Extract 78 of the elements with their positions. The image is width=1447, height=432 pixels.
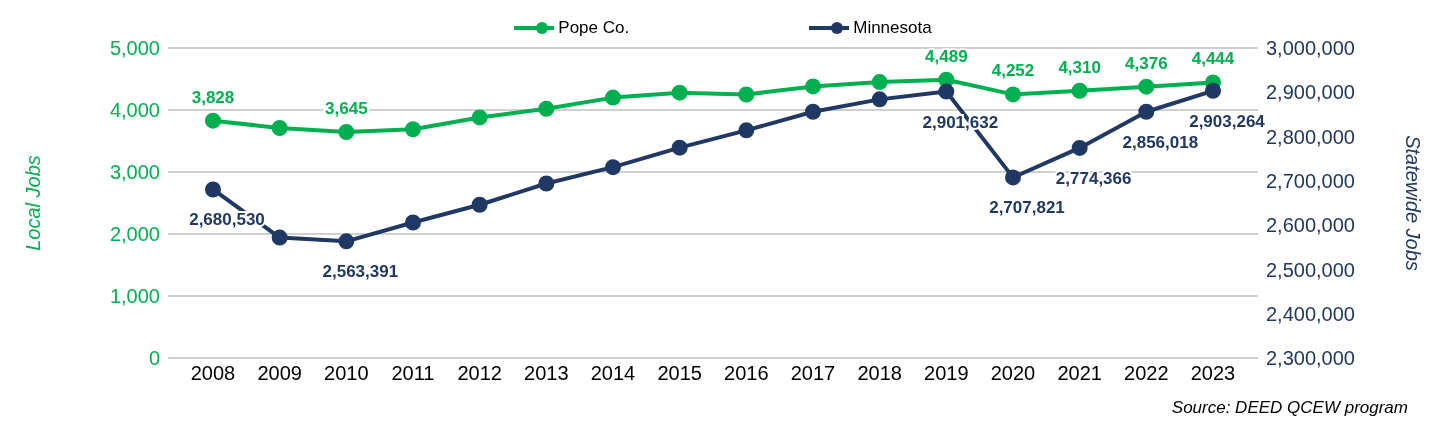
point <box>338 124 355 141</box>
x-tick-label: 2013 <box>524 362 569 385</box>
point <box>1205 82 1221 99</box>
point <box>871 74 888 91</box>
point <box>271 229 288 246</box>
x-tick-label: 2016 <box>724 362 769 385</box>
y2-axis-title: Statewide Jobs <box>1401 135 1424 271</box>
legend-label: Minnesota <box>852 18 932 38</box>
point <box>805 78 821 95</box>
data-label: 4,310 <box>1058 57 1101 77</box>
point <box>938 83 955 100</box>
point <box>738 122 755 139</box>
x-tick-label: 2008 <box>190 362 236 385</box>
x-tick-label: 2019 <box>924 362 969 385</box>
data-label: 3,645 <box>325 99 368 119</box>
x-tick-label: 2018 <box>857 362 902 385</box>
x-tick-label: 2009 <box>257 362 302 385</box>
source-note: Source: DEED QCEW program <box>1170 398 1409 418</box>
x-tick-label: 2015 <box>657 362 702 385</box>
y-tick-label: 5,000 <box>109 37 160 60</box>
point <box>405 214 421 231</box>
y-tick-label: 4,000 <box>109 99 160 122</box>
x-tick-label: 2020 <box>990 362 1036 385</box>
data-label: 4,444 <box>1191 49 1235 69</box>
x-tick-label: 2014 <box>590 362 636 385</box>
point <box>205 112 221 129</box>
data-label: 4,489 <box>925 46 968 66</box>
point <box>538 175 555 192</box>
point <box>1005 86 1021 103</box>
data-label: 4,376 <box>1125 53 1168 73</box>
point <box>1138 78 1155 95</box>
y2-tick-label: 2,800,000 <box>1266 125 1355 148</box>
data-label: 2,563,391 <box>322 262 399 282</box>
x-tick-label: 2021 <box>1057 362 1102 385</box>
point <box>605 89 621 106</box>
point <box>1138 103 1155 120</box>
point <box>471 196 488 213</box>
y2-tick-label: 2,600,000 <box>1266 214 1355 237</box>
x-tick-label: 2023 <box>1190 362 1236 385</box>
point <box>805 103 821 120</box>
point <box>605 159 621 176</box>
point <box>671 139 688 156</box>
point <box>405 121 421 138</box>
data-label: 2,856,018 <box>1122 132 1199 152</box>
y2-tick-label: 2,300,000 <box>1266 347 1355 370</box>
y-axis-title: Local Jobs <box>22 155 45 251</box>
data-label: 2,903,264 <box>1189 111 1266 131</box>
point <box>1071 139 1088 156</box>
x-tick-label: 2022 <box>1124 362 1169 385</box>
point <box>205 181 221 198</box>
point <box>538 100 555 117</box>
x-tick-label: 2012 <box>457 362 502 385</box>
data-label: 3,828 <box>191 87 235 107</box>
point <box>471 109 488 126</box>
data-label: 2,774,366 <box>1055 168 1132 188</box>
point <box>871 91 888 108</box>
y2-tick-label: 2,900,000 <box>1266 81 1355 104</box>
x-tick-label: 2017 <box>790 362 836 385</box>
y-tick-label: 0 <box>148 347 160 370</box>
point <box>738 86 755 103</box>
data-label: 4,252 <box>991 61 1035 81</box>
point <box>271 119 288 136</box>
y-tick-label: 1,000 <box>109 285 160 308</box>
point <box>1071 82 1088 99</box>
point <box>938 71 955 88</box>
y2-tick-label: 2,400,000 <box>1266 302 1355 325</box>
point <box>671 84 688 101</box>
y2-tick-label: 2,700,000 <box>1266 169 1355 192</box>
data-label: 2,707,821 <box>989 198 1065 218</box>
point <box>338 233 355 250</box>
y2-tick-label: 2,500,000 <box>1266 258 1355 281</box>
x-tick-label: 2011 <box>391 362 435 385</box>
y-tick-label: 3,000 <box>109 161 160 184</box>
point <box>1005 169 1021 186</box>
y2-tick-label: 3,000,000 <box>1266 37 1355 60</box>
y-tick-label: 2,000 <box>109 223 160 246</box>
x-tick-label: 2010 <box>324 362 369 385</box>
legend-label: Pope Co. <box>557 18 630 38</box>
